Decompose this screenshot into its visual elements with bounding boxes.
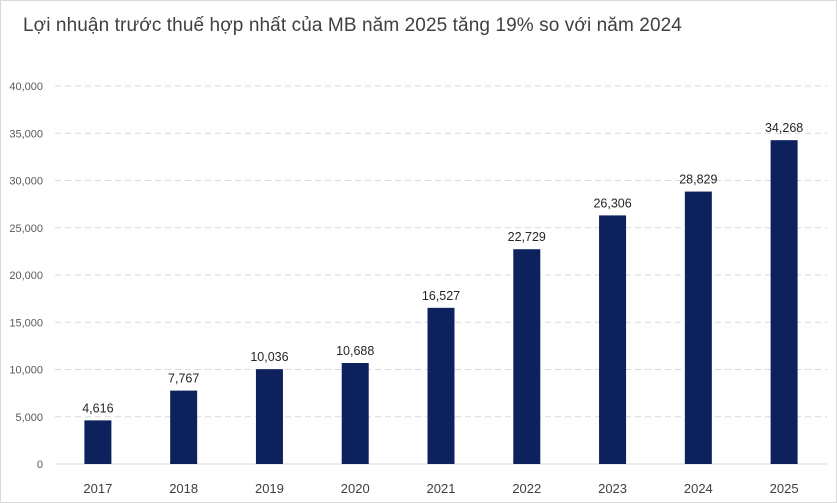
- data-labels: 4,616 7,767 10,036 10,688 16,527 22,729 26,306…: [82, 121, 803, 415]
- bar-2021: [427, 307, 455, 464]
- y-tick-label: 0: [37, 459, 43, 471]
- bar-2025: [770, 140, 798, 464]
- y-tick-label: 5,000: [15, 412, 43, 424]
- x-tick-label: 2025: [770, 481, 799, 496]
- bar-2024: [684, 191, 712, 464]
- bar-2023: [599, 215, 627, 464]
- bar-2017: [84, 420, 112, 464]
- data-label-2024: 28,829: [679, 173, 717, 187]
- y-axis-ticks: 0 5,000 10,000 15,000 20,000 25,000 30,000 35,0…: [9, 81, 43, 471]
- data-label-2023: 26,306: [593, 196, 631, 210]
- data-label-2021: 16,527: [422, 289, 460, 303]
- data-label-2017: 4,616: [82, 401, 113, 415]
- y-tick-label: 25,000: [9, 223, 43, 235]
- data-label-2020: 10,688: [336, 344, 374, 358]
- data-label-2022: 22,729: [508, 230, 546, 244]
- chart-title: Lợi nhuận trước thuế hợp nhất của MB năm…: [23, 15, 682, 36]
- x-tick-label: 2018: [169, 481, 198, 496]
- data-label-2019: 10,036: [250, 350, 288, 364]
- data-label-2018: 7,767: [168, 372, 199, 386]
- x-tick-label: 2022: [512, 481, 541, 496]
- y-tick-label: 10,000: [9, 365, 43, 377]
- x-tick-label: 2023: [598, 481, 627, 496]
- bar-2018: [170, 390, 198, 464]
- y-tick-label: 35,000: [9, 128, 43, 140]
- y-tick-label: 15,000: [9, 317, 43, 329]
- x-tick-label: 2019: [255, 481, 284, 496]
- bar-series: [84, 140, 798, 464]
- y-tick-label: 30,000: [9, 176, 43, 188]
- bar-2022: [513, 249, 541, 464]
- x-axis-ticks: 2017 2018 2019 2020 2021 2022 2023 2024 2025: [83, 481, 798, 496]
- bar-2019: [255, 369, 283, 464]
- bar-2020: [341, 362, 369, 464]
- x-tick-label: 2021: [427, 481, 456, 496]
- x-tick-label: 2024: [684, 481, 713, 496]
- y-tick-label: 20,000: [9, 270, 43, 282]
- data-label-2025: 34,268: [765, 121, 803, 135]
- x-tick-label: 2020: [341, 481, 370, 496]
- y-tick-label: 40,000: [9, 81, 43, 93]
- x-tick-label: 2017: [83, 481, 112, 496]
